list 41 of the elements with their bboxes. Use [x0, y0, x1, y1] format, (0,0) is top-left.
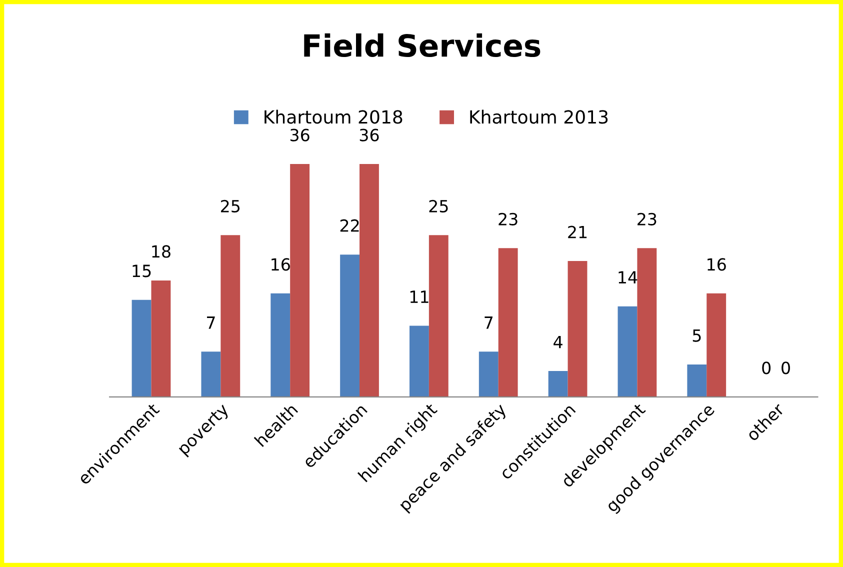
- bar: [687, 364, 707, 397]
- data-label: 23: [498, 212, 518, 226]
- data-label: 25: [429, 200, 448, 213]
- bar: [132, 300, 152, 397]
- data-label: 7: [207, 316, 215, 329]
- bar: [360, 164, 379, 397]
- data-label: 7: [484, 316, 493, 329]
- bar: [478, 352, 498, 397]
- data-label: 4: [554, 336, 562, 348]
- bar: [270, 293, 290, 397]
- data-label: 14: [618, 271, 638, 284]
- bar: [220, 235, 240, 397]
- chart-title: Field Services: [304, 33, 540, 58]
- data-label: 21: [568, 226, 587, 238]
- bar: [568, 261, 588, 397]
- data-label: 18: [152, 245, 170, 258]
- bar: [151, 280, 171, 397]
- bar: [618, 306, 638, 397]
- bar: [201, 352, 221, 397]
- data-label: 36: [290, 128, 310, 142]
- bar: [637, 248, 657, 397]
- data-label: 22: [340, 219, 359, 232]
- data-label: 5: [692, 329, 701, 342]
- bar: [548, 371, 568, 397]
- bar: [706, 293, 726, 397]
- bar: [290, 164, 310, 397]
- bar: [428, 235, 448, 397]
- bar: [498, 248, 518, 397]
- data-label: 11: [410, 290, 428, 303]
- data-label: 25: [221, 200, 240, 213]
- data-label: 16: [272, 258, 290, 271]
- data-label: 0: [782, 362, 790, 374]
- data-label: 23: [638, 212, 656, 226]
- data-label: 16: [708, 258, 726, 271]
- legend-label: Khartoum 2013: [470, 110, 608, 124]
- data-label: 15: [132, 264, 151, 278]
- bar: [340, 254, 360, 397]
- data-label: 0: [762, 362, 771, 374]
- bar: [410, 326, 429, 397]
- legend-label: Khartoum 2018: [264, 110, 402, 124]
- data-label: 36: [360, 128, 379, 142]
